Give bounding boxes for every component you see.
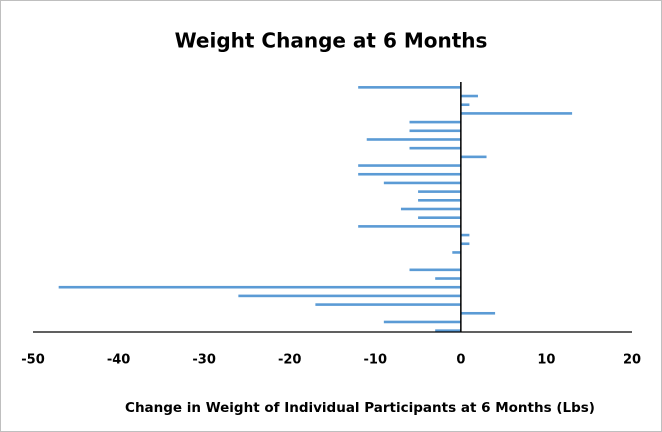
x-axis-label: Change in Weight of Individual Participa… [125,400,595,416]
bar [366,138,461,141]
bar [358,86,461,89]
x-tick-label: 10 [537,353,555,368]
bar [418,216,461,219]
bar [358,225,461,228]
bar [58,285,461,289]
bar [418,199,461,202]
bar [383,320,461,324]
x-tick-label: 0 [456,353,465,368]
x-tick-label: 20 [623,353,641,368]
x-tick-label: -50 [21,353,45,368]
bar [435,329,461,332]
bar [383,181,461,185]
bar [409,129,461,133]
bar [435,277,461,280]
bar [409,146,461,150]
bar [315,303,461,306]
bar [460,233,470,237]
x-tick-label: -10 [364,353,388,368]
bar [460,94,478,98]
bar [409,268,461,272]
bar [460,155,487,159]
bar [238,294,461,298]
bar [358,164,461,167]
x-tick-label: -40 [107,353,131,368]
bar [358,172,461,176]
bar [460,242,470,246]
bar [452,251,461,254]
x-tick-label: -30 [192,353,216,368]
bar [460,103,470,107]
chart-title: Weight Change at 6 Months [175,29,488,53]
x-tick-label: -20 [278,353,302,368]
bar [460,112,573,115]
bar [400,207,461,211]
bar [409,120,461,124]
bar [418,190,461,193]
bar [460,311,496,315]
